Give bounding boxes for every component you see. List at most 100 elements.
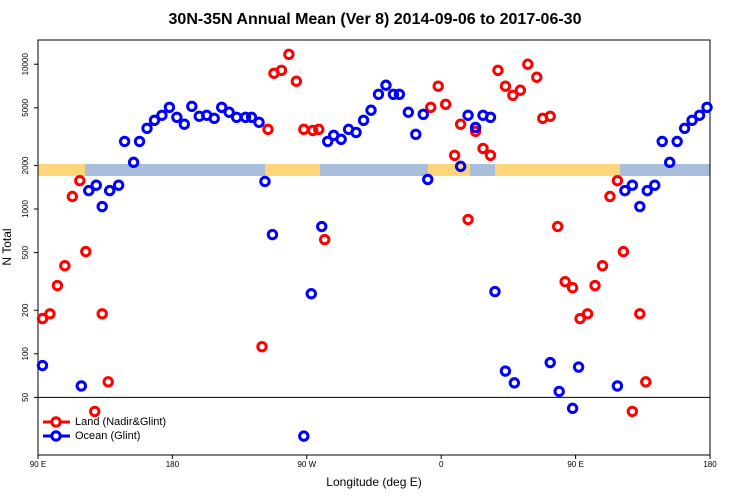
- point: [522, 58, 534, 70]
- point: [641, 184, 653, 197]
- point: [148, 114, 161, 126]
- point: [686, 114, 698, 126]
- point: [611, 174, 624, 187]
- point: [425, 101, 437, 114]
- point: [266, 228, 279, 241]
- point: [380, 79, 392, 91]
- point: [223, 106, 235, 118]
- point: [469, 121, 482, 134]
- point: [489, 285, 501, 298]
- point: [417, 108, 429, 120]
- y-tick-label: 200: [21, 303, 30, 317]
- point: [448, 149, 461, 161]
- legend-marker: [50, 416, 62, 428]
- point: [103, 184, 116, 197]
- point: [581, 308, 594, 320]
- point: [127, 156, 140, 169]
- point: [275, 64, 288, 76]
- point: [432, 80, 444, 92]
- point: [357, 114, 370, 126]
- point: [36, 312, 49, 325]
- point: [66, 190, 79, 203]
- point: [89, 405, 101, 418]
- point: [163, 101, 176, 114]
- point: [626, 179, 639, 191]
- legend-marker: [50, 430, 62, 442]
- point: [410, 128, 422, 141]
- point: [514, 84, 527, 96]
- point: [290, 75, 303, 87]
- point: [118, 135, 131, 148]
- point: [80, 245, 92, 258]
- point: [566, 402, 579, 415]
- x-axis-label: Longitude (deg E): [326, 475, 421, 489]
- point: [112, 179, 125, 191]
- point: [454, 118, 467, 130]
- point: [335, 133, 347, 146]
- point: [544, 110, 556, 122]
- point: [462, 109, 474, 121]
- point: [307, 124, 319, 137]
- point: [372, 88, 385, 100]
- point: [617, 245, 630, 258]
- x-tick-label: 90 E: [30, 460, 46, 469]
- ocean-strip: [620, 164, 710, 176]
- point: [553, 385, 565, 398]
- point: [589, 279, 601, 292]
- ocean-strip: [470, 164, 495, 176]
- point: [262, 123, 274, 136]
- point: [484, 111, 497, 123]
- point: [313, 123, 325, 136]
- point: [559, 275, 571, 288]
- point: [572, 361, 585, 373]
- point: [531, 71, 543, 83]
- point: [44, 308, 56, 320]
- point: [74, 174, 86, 187]
- point: [208, 112, 220, 125]
- point: [574, 312, 586, 325]
- point: [141, 122, 153, 134]
- point: [663, 156, 676, 169]
- x-tick-label: 90 E: [567, 460, 583, 469]
- point: [322, 135, 334, 148]
- point: [305, 288, 317, 300]
- point: [484, 149, 497, 161]
- point: [387, 88, 400, 100]
- y-tick-label: 5000: [21, 98, 30, 116]
- ocean-strip: [85, 164, 265, 176]
- point: [656, 135, 668, 148]
- point: [245, 111, 258, 123]
- y-axis-label: N Total: [0, 228, 14, 265]
- point: [36, 359, 49, 372]
- point: [259, 175, 271, 188]
- point: [102, 376, 114, 388]
- point: [186, 100, 198, 113]
- point: [319, 233, 331, 246]
- land-strip: [265, 164, 320, 176]
- point: [544, 356, 556, 369]
- y-tick-label: 10000: [21, 53, 30, 76]
- point: [701, 101, 713, 114]
- point: [350, 126, 362, 139]
- point: [678, 122, 691, 134]
- point: [230, 111, 243, 123]
- point: [96, 308, 108, 320]
- point: [178, 118, 191, 130]
- point: [59, 259, 71, 272]
- point: [422, 173, 434, 186]
- land-strip: [428, 164, 470, 176]
- point: [499, 80, 512, 92]
- y-tick-label: 50: [21, 392, 30, 401]
- point: [256, 340, 268, 353]
- point: [454, 160, 467, 173]
- point: [551, 220, 564, 233]
- point: [566, 282, 579, 294]
- plot-frame: [37, 39, 711, 456]
- point: [439, 98, 452, 110]
- point: [133, 135, 146, 148]
- point: [619, 184, 631, 197]
- point: [671, 135, 683, 148]
- point: [492, 64, 504, 76]
- x-tick-label: 0: [439, 460, 444, 469]
- point: [393, 88, 406, 100]
